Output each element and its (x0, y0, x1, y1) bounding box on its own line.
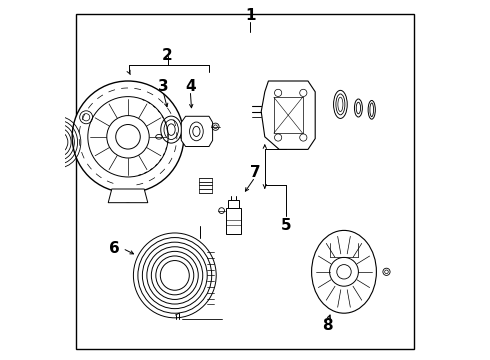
Text: 3: 3 (158, 79, 168, 94)
Ellipse shape (312, 230, 376, 313)
Text: 5: 5 (281, 217, 292, 233)
Bar (228, 200, 239, 208)
Text: 4: 4 (185, 79, 196, 94)
Text: 7: 7 (250, 165, 260, 180)
Text: 8: 8 (322, 318, 333, 333)
Circle shape (107, 116, 149, 158)
Polygon shape (108, 189, 148, 203)
Circle shape (72, 81, 184, 193)
Bar (226, 208, 241, 234)
Circle shape (88, 96, 168, 177)
Text: 6: 6 (109, 241, 120, 256)
Text: 2: 2 (162, 48, 173, 63)
Polygon shape (261, 81, 315, 149)
Text: 1: 1 (245, 8, 256, 23)
Polygon shape (181, 116, 213, 147)
